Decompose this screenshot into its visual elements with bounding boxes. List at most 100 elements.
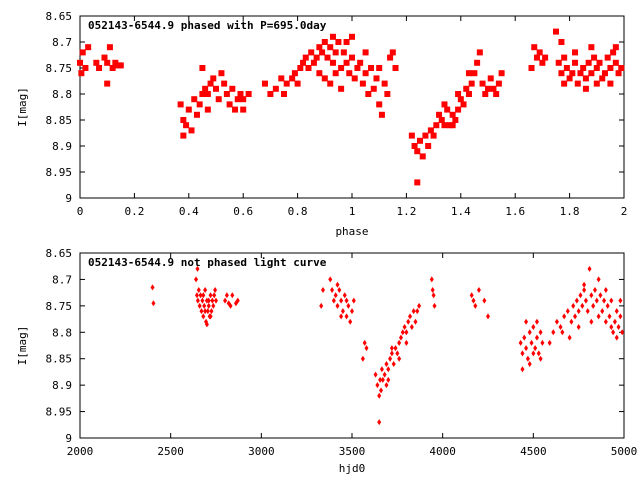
data-point [106, 44, 113, 51]
data-point [379, 366, 384, 373]
data-point [362, 49, 369, 56]
data-point [395, 350, 400, 357]
data-point [422, 132, 429, 139]
data-point [340, 49, 347, 56]
data-point [522, 334, 527, 341]
data-point [321, 75, 328, 82]
data-point [224, 292, 229, 299]
data-point [460, 101, 467, 108]
data-point [540, 339, 545, 346]
x-tick-label: 2500 [157, 445, 184, 458]
data-point [487, 75, 494, 82]
data-point [211, 302, 216, 309]
data-point [615, 70, 622, 77]
data-point [531, 44, 538, 51]
phased-light-curve-panel: 0 0.2 0.4 0.6 0.8 1 1.2 1.4 1.6 1.8 2 8.65 8.7 8.75 8.… [16, 10, 627, 238]
data-point [398, 334, 403, 341]
data-point [202, 85, 209, 92]
data-point [382, 371, 387, 378]
x-tick-label: 4000 [429, 445, 456, 458]
data-point [208, 292, 213, 299]
data-point [616, 324, 621, 330]
data-point [377, 419, 382, 426]
data-point [294, 80, 301, 87]
y-tick-label: 8.95 [46, 406, 73, 419]
data-point [240, 96, 247, 103]
data-point [463, 85, 470, 92]
data-point [596, 59, 603, 66]
data-point [479, 80, 486, 87]
data-point [188, 127, 195, 134]
data-point [455, 91, 462, 97]
data-point [237, 91, 244, 97]
data-point [229, 85, 236, 92]
data-point [533, 345, 538, 352]
data-point [365, 91, 372, 97]
x-tick-label: 4500 [520, 445, 547, 458]
data-point [357, 59, 364, 66]
data-point [609, 324, 614, 330]
data-point [393, 345, 398, 352]
y-tick-label: 8.65 [46, 247, 73, 260]
data-point [387, 54, 394, 61]
data-point [611, 329, 616, 336]
data-point [389, 49, 396, 56]
data-point [335, 39, 342, 45]
data-point [582, 75, 589, 82]
data-point [594, 297, 599, 304]
data-point [574, 80, 581, 87]
data-point [389, 345, 394, 352]
data-point [335, 281, 340, 288]
data-point [350, 308, 354, 315]
data-point [392, 65, 399, 71]
data-point [536, 49, 543, 56]
data-point [96, 65, 103, 71]
data-point [204, 321, 209, 328]
data-point [417, 137, 423, 144]
data-point [213, 85, 219, 92]
data-point [78, 70, 85, 77]
data-point [592, 287, 597, 293]
data-point [376, 65, 383, 71]
data-point [408, 132, 415, 139]
x-tick-label: 1.8 [560, 205, 580, 218]
data-point [432, 302, 437, 309]
data-point [368, 65, 375, 71]
data-point [601, 70, 608, 77]
data-point [558, 39, 565, 45]
data-point [471, 70, 478, 77]
data-point [316, 44, 323, 51]
data-point [582, 287, 587, 293]
data-point [493, 91, 500, 97]
data-point [593, 80, 600, 87]
data-point [554, 318, 559, 325]
x-tick-label: 1 [349, 205, 356, 218]
data-point [614, 308, 619, 315]
data-point [228, 302, 233, 309]
data-point [457, 96, 464, 103]
data-point [185, 106, 192, 113]
data-point [414, 148, 421, 155]
data-point [316, 70, 323, 77]
data-point [82, 65, 89, 71]
plot-title: 052143-6544.9 phased with P=695.0day [88, 19, 327, 32]
data-point [206, 302, 211, 309]
data-point [406, 318, 411, 325]
data-point [85, 44, 92, 51]
data-point [104, 80, 111, 87]
data-point [566, 75, 573, 82]
data-point [150, 284, 155, 291]
data-point [384, 382, 389, 389]
data-point [329, 33, 336, 40]
data-point [596, 276, 601, 283]
data-point [603, 318, 608, 325]
data-point [204, 106, 211, 113]
data-point [240, 106, 247, 113]
data-point [204, 91, 211, 97]
data-point [362, 70, 369, 77]
data-point [563, 65, 570, 71]
data-point [604, 54, 611, 61]
data-point [402, 324, 407, 330]
data-point [379, 387, 384, 394]
data-point [524, 318, 529, 325]
